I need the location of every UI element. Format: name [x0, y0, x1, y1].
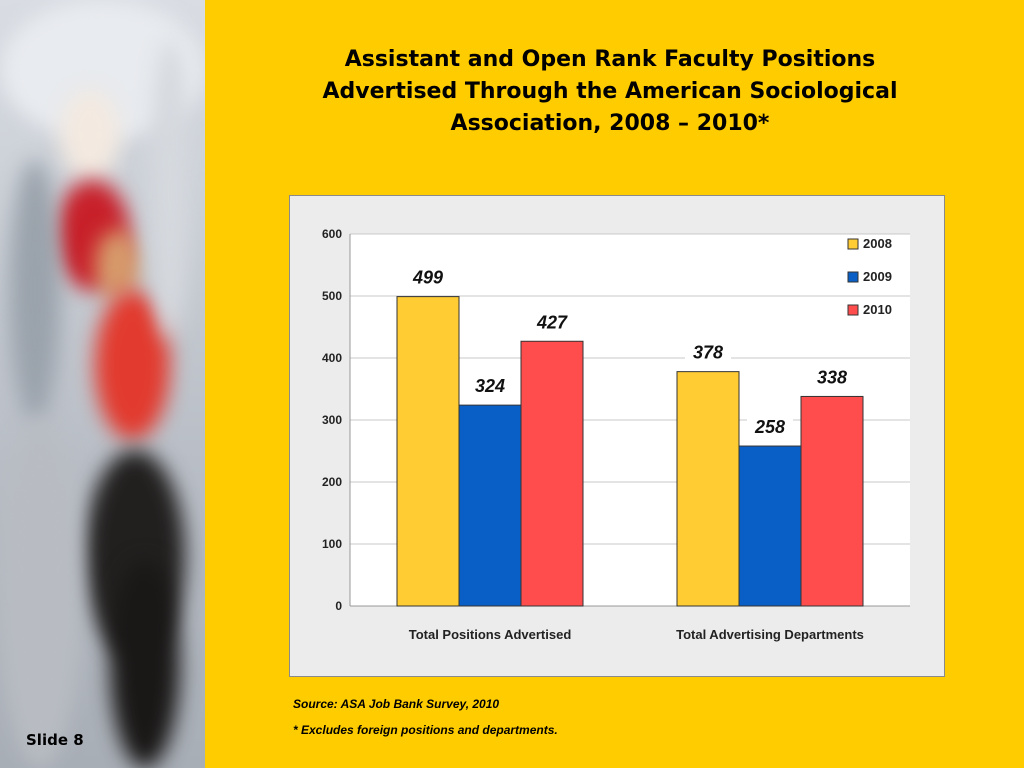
- legend-swatch-2009: [847, 271, 859, 283]
- footnote: * Excludes foreign positions and departm…: [293, 723, 558, 737]
- x-tick-label: Total Advertising Departments: [676, 627, 864, 642]
- data-label: 499: [412, 268, 443, 288]
- legend-label: 2010: [863, 302, 892, 317]
- bar-chart: 0 100 200 300 400 500 600 499 324 427 Total Positi…: [322, 227, 910, 642]
- y-tick-label: 500: [322, 289, 342, 303]
- bar-2009: [738, 445, 802, 607]
- data-label-bg: [685, 339, 731, 364]
- bar-2008: [396, 296, 460, 607]
- data-label: 324: [475, 376, 505, 396]
- y-tick-label: 0: [335, 599, 342, 613]
- legend-label: 2008: [863, 236, 892, 251]
- data-label: 338: [817, 367, 847, 387]
- data-label-bg: [529, 309, 575, 334]
- chart-frame: 0 100 200 300 400 500 600 499 324 427 Total Positi…: [289, 195, 945, 677]
- y-tick-label: 200: [322, 475, 342, 489]
- bar-2010: [800, 395, 864, 607]
- data-label: 258: [754, 417, 785, 437]
- y-tick-label: 300: [322, 413, 342, 427]
- data-label-bg: [747, 414, 793, 439]
- data-label-bg: [467, 373, 513, 398]
- data-label-bg: [809, 364, 855, 389]
- legend-swatch-2010: [847, 304, 859, 316]
- y-tick-label: 600: [322, 227, 342, 241]
- y-tick-label: 100: [322, 537, 342, 551]
- slide-number: Slide 8: [26, 731, 84, 749]
- source-note: Source: ASA Job Bank Survey, 2010: [293, 697, 500, 711]
- x-tick-label: Total Positions Advertised: [409, 627, 572, 642]
- bar-2010: [520, 340, 584, 607]
- legend-swatch-2008: [847, 238, 859, 250]
- bar-2009: [458, 404, 522, 607]
- y-tick-label: 400: [322, 351, 342, 365]
- data-label: 378: [693, 343, 723, 363]
- legend-label: 2009: [863, 269, 892, 284]
- data-label-bg: [405, 264, 451, 289]
- slide-title: Assistant and Open Rank Faculty Position…: [322, 47, 898, 136]
- background-photo: [0, 0, 205, 768]
- bar-2008: [676, 371, 740, 607]
- data-label: 427: [536, 312, 568, 332]
